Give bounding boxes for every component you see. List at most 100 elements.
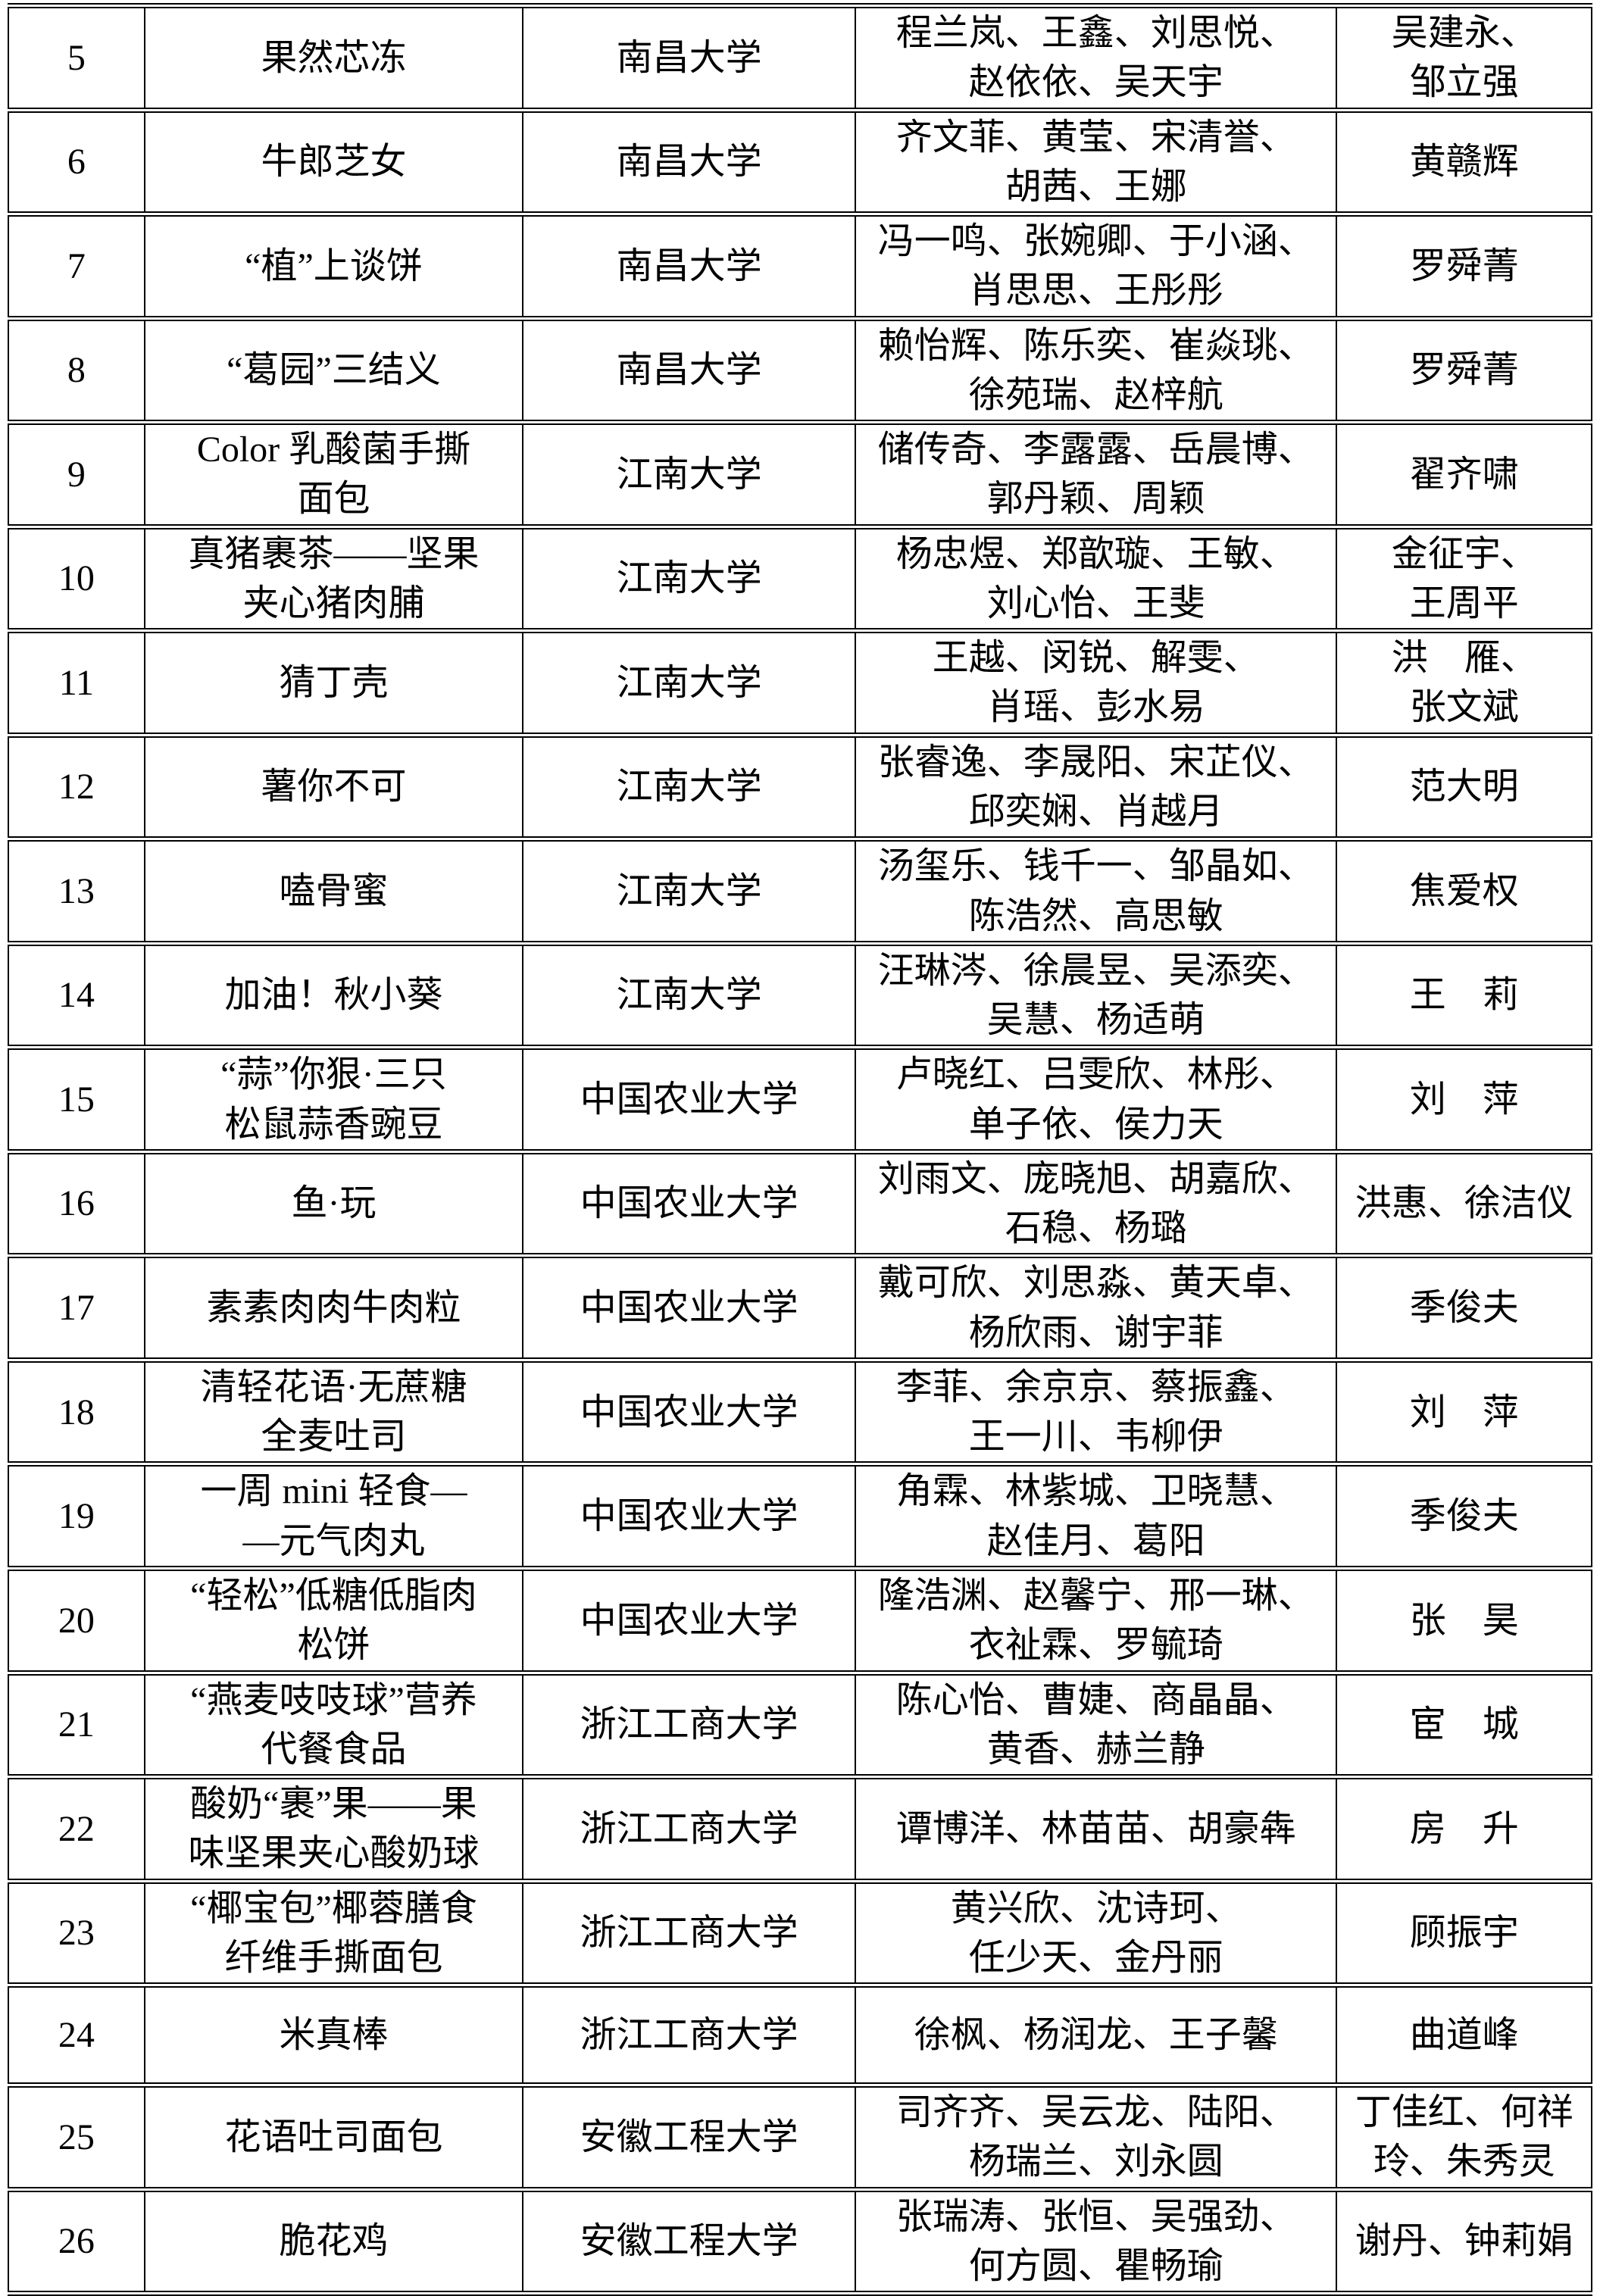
team-members-cell: 角霖、林紫城、卫晓慧、 赵佳月、葛阳 [855, 1461, 1338, 1571]
advisors-cell: 季俊夫 [1336, 1253, 1592, 1363]
table-row: 25 花语吐司面包 安徽工程大学 司齐齐、吴云龙、陆阳、 杨瑞兰、刘永圆 丁佳红… [8, 2082, 1592, 2192]
team-members-cell: 汤玺乐、钱千一、邹晶如、 陈浩然、高思敏 [855, 836, 1338, 946]
advisors-cell: 曲道峰 [1336, 1982, 1592, 2088]
university-cell: 浙江工商大学 [522, 1670, 857, 1780]
serial-number-cell: 15 [8, 1045, 145, 1154]
team-members-cell: 储传奇、李露露、岳晨博、 郭丹颖、周颖 [855, 420, 1338, 529]
team-members-cell: 张睿逸、李晟阳、宋芷仪、 邱奕娴、肖越月 [855, 732, 1338, 842]
advisors-cell: 宦 城 [1336, 1670, 1592, 1780]
team-members-cell: 汪琳涔、徐晨昱、吴添奕、 吴慧、杨适萌 [855, 940, 1338, 1051]
team-members-cell: 齐文菲、黄莹、宋清誉、 胡茜、王娜 [855, 107, 1338, 217]
advisors-cell: 丁佳红、何祥 玲、朱秀灵 [1336, 2082, 1592, 2192]
product-name-cell: Color 乳酸菌手撕 面包 [143, 420, 524, 529]
university-cell: 南昌大学 [522, 3, 857, 113]
table-row: 23 “椰宝包”椰蓉膳食 纤维手撕面包 浙江工商大学 黄兴欣、沈诗珂、 任少天、… [8, 1878, 1592, 1988]
table-row: 5 果然芯冻 南昌大学 程兰岚、王鑫、刘思悦、 赵依依、吴天宇 吴建永、 邹立强 [8, 3, 1592, 113]
team-members-cell: 王越、闵锐、解雯、 肖瑶、彭水易 [855, 628, 1338, 738]
serial-number-cell: 11 [8, 628, 145, 738]
university-cell: 中国农业大学 [522, 1148, 857, 1259]
table-row: 22 酸奶“裹”果——果 味坚果夹心酸奶球 浙江工商大学 谭博洋、林苗苗、胡豪犇… [8, 1774, 1592, 1884]
team-members-cell: 赖怡辉、陈乐奕、崔焱珧、 徐苑瑞、赵梓航 [855, 315, 1338, 426]
advisors-cell: 洪惠、徐洁仪 [1336, 1148, 1592, 1259]
serial-number-cell: 20 [8, 1565, 145, 1676]
entries-table-body: 5 果然芯冻 南昌大学 程兰岚、王鑫、刘思悦、 赵依依、吴天宇 吴建永、 邹立强… [8, 3, 1592, 2296]
product-name-cell: 米真棒 [143, 1982, 524, 2088]
document-page: 5 果然芯冻 南昌大学 程兰岚、王鑫、刘思悦、 赵依依、吴天宇 吴建永、 邹立强… [8, 3, 1592, 2296]
team-members-cell: 李菲、余京京、蔡振鑫、 王一川、韦柳伊 [855, 1357, 1338, 1467]
advisors-cell: 范大明 [1336, 732, 1592, 842]
product-name-cell: 果然芯冻 [143, 3, 524, 113]
university-cell: 浙江工商大学 [522, 1878, 857, 1988]
table-row: 10 真猪裹茶——坚果 夹心猪肉脯 江南大学 杨忠煜、郑歆璇、王敏、 刘心怡、王… [8, 523, 1592, 634]
advisors-cell: 王 莉 [1336, 940, 1592, 1051]
table-row: 7 “植”上谈饼 南昌大学 冯一鸣、张婉卿、于小涵、 肖思思、王彤彤 罗舜菁 [8, 211, 1592, 321]
table-row: 11 猜丁壳 江南大学 王越、闵锐、解雯、 肖瑶、彭水易 洪 雁、 张文斌 [8, 628, 1592, 738]
table-row: 24 米真棒 浙江工商大学 徐枫、杨润龙、王子馨 曲道峰 [8, 1982, 1592, 2088]
serial-number-cell: 10 [8, 523, 145, 634]
serial-number-cell: 9 [8, 420, 145, 529]
advisors-cell: 张 昊 [1336, 1565, 1592, 1676]
university-cell: 南昌大学 [522, 107, 857, 217]
university-cell: 浙江工商大学 [522, 1774, 857, 1884]
team-members-cell: 黄兴欣、沈诗珂、 任少天、金丹丽 [855, 1878, 1338, 1988]
team-members-cell: 戴可欣、刘思淼、黄天卓、 杨欣雨、谢宇菲 [855, 1253, 1338, 1363]
serial-number-cell: 23 [8, 1878, 145, 1988]
university-cell: 江南大学 [522, 523, 857, 634]
table-row: 14 加油！秋小葵 江南大学 汪琳涔、徐晨昱、吴添奕、 吴慧、杨适萌 王 莉 [8, 940, 1592, 1051]
team-members-cell: 司齐齐、吴云龙、陆阳、 杨瑞兰、刘永圆 [855, 2082, 1338, 2192]
university-cell: 江南大学 [522, 420, 857, 529]
product-name-cell: 酸奶“裹”果——果 味坚果夹心酸奶球 [143, 1774, 524, 1884]
advisors-cell: 黄赣辉 [1336, 107, 1592, 217]
product-name-cell: “轻松”低糖低脂肉 松饼 [143, 1565, 524, 1676]
university-cell: 江南大学 [522, 732, 857, 842]
university-cell: 江南大学 [522, 940, 857, 1051]
team-members-cell: 冯一鸣、张婉卿、于小涵、 肖思思、王彤彤 [855, 211, 1338, 321]
serial-number-cell: 17 [8, 1253, 145, 1363]
table-row: 16 鱼·玩 中国农业大学 刘雨文、庞晓旭、胡嘉欣、 石稳、杨璐 洪惠、徐洁仪 [8, 1148, 1592, 1259]
product-name-cell: 嗑骨蜜 [143, 836, 524, 946]
team-members-cell: 张瑞涛、张恒、吴强劲、 何方圆、瞿畅瑜 [855, 2186, 1338, 2296]
product-name-cell: 花语吐司面包 [143, 2082, 524, 2192]
team-members-cell: 隆浩渊、赵馨宁、邢一琳、 衣祉霖、罗毓琦 [855, 1565, 1338, 1676]
table-row: 15 “蒜”你狠·三只 松鼠蒜香豌豆 中国农业大学 卢晓红、吕雯欣、林彤、 单子… [8, 1045, 1592, 1154]
university-cell: 安徽工程大学 [522, 2082, 857, 2192]
serial-number-cell: 21 [8, 1670, 145, 1780]
serial-number-cell: 14 [8, 940, 145, 1051]
product-name-cell: 脆花鸡 [143, 2186, 524, 2296]
university-cell: 江南大学 [522, 836, 857, 946]
university-cell: 南昌大学 [522, 315, 857, 426]
team-members-cell: 刘雨文、庞晓旭、胡嘉欣、 石稳、杨璐 [855, 1148, 1338, 1259]
serial-number-cell: 6 [8, 107, 145, 217]
product-name-cell: “蒜”你狠·三只 松鼠蒜香豌豆 [143, 1045, 524, 1154]
table-row: 18 清轻花语·无蔗糖 全麦吐司 中国农业大学 李菲、余京京、蔡振鑫、 王一川、… [8, 1357, 1592, 1467]
product-name-cell: 真猪裹茶——坚果 夹心猪肉脯 [143, 523, 524, 634]
advisors-cell: 金征宇、 王周平 [1336, 523, 1592, 634]
university-cell: 中国农业大学 [522, 1045, 857, 1154]
product-name-cell: 鱼·玩 [143, 1148, 524, 1259]
advisors-cell: 罗舜菁 [1336, 315, 1592, 426]
advisors-cell: 刘 萍 [1336, 1357, 1592, 1467]
university-cell: 中国农业大学 [522, 1357, 857, 1467]
table-row: 8 “葛园”三结义 南昌大学 赖怡辉、陈乐奕、崔焱珧、 徐苑瑞、赵梓航 罗舜菁 [8, 315, 1592, 426]
team-members-cell: 卢晓红、吕雯欣、林彤、 单子依、侯力天 [855, 1045, 1338, 1154]
serial-number-cell: 13 [8, 836, 145, 946]
serial-number-cell: 24 [8, 1982, 145, 2088]
university-cell: 南昌大学 [522, 211, 857, 321]
serial-number-cell: 19 [8, 1461, 145, 1571]
product-name-cell: 清轻花语·无蔗糖 全麦吐司 [143, 1357, 524, 1467]
product-name-cell: 素素肉肉牛肉粒 [143, 1253, 524, 1363]
serial-number-cell: 18 [8, 1357, 145, 1467]
advisors-cell: 翟齐啸 [1336, 420, 1592, 529]
product-name-cell: “葛园”三结义 [143, 315, 524, 426]
team-members-cell: 程兰岚、王鑫、刘思悦、 赵依依、吴天宇 [855, 3, 1338, 113]
university-cell: 中国农业大学 [522, 1253, 857, 1363]
advisors-cell: 焦爱权 [1336, 836, 1592, 946]
table-row: 26 脆花鸡 安徽工程大学 张瑞涛、张恒、吴强劲、 何方圆、瞿畅瑜 谢丹、钟莉娟 [8, 2186, 1592, 2296]
product-name-cell: “植”上谈饼 [143, 211, 524, 321]
table-row: 9 Color 乳酸菌手撕 面包 江南大学 储传奇、李露露、岳晨博、 郭丹颖、周… [8, 420, 1592, 529]
advisors-cell: 刘 萍 [1336, 1045, 1592, 1154]
product-name-cell: 加油！秋小葵 [143, 940, 524, 1051]
serial-number-cell: 22 [8, 1774, 145, 1884]
table-row: 13 嗑骨蜜 江南大学 汤玺乐、钱千一、邹晶如、 陈浩然、高思敏 焦爱权 [8, 836, 1592, 946]
entries-table: 5 果然芯冻 南昌大学 程兰岚、王鑫、刘思悦、 赵依依、吴天宇 吴建永、 邹立强… [8, 3, 1592, 2296]
